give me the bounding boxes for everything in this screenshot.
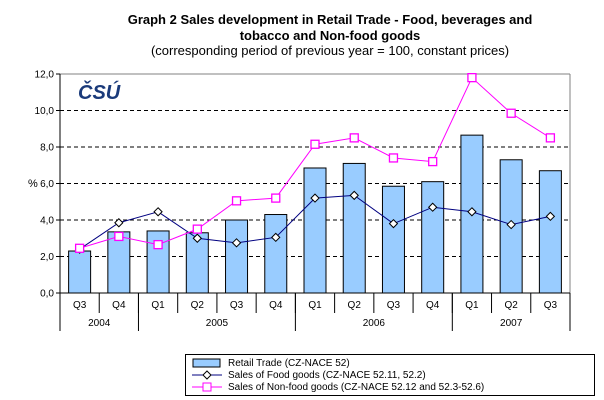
x-tick-label: Q2 [504,300,518,311]
x-tick-label: Q3 [387,300,401,311]
point-nonfood [428,156,438,167]
legend-label: Sales of Food goods (CZ-NACE 52.11, 52.2… [228,369,426,381]
x-tick-label: Q4 [426,300,440,311]
point-nonfood [388,153,399,163]
x-tick-label: Q1 [151,300,165,311]
chart-subtitle: (corresponding period of previous year =… [150,43,510,58]
point-food [192,233,203,243]
point-nonfood [74,243,85,253]
point-nonfood [467,73,477,83]
point-nonfood [114,231,124,242]
point-nonfood [271,193,281,203]
legend-item-nonfood: Sales of Non-food goods (CZ-NACE 52.12 a… [192,381,484,393]
y-tick-label: 4,0 [40,216,54,227]
legend-label: Sales of Non-food goods (CZ-NACE 52.12 a… [228,381,485,393]
point-food [467,207,477,217]
x-tick-label: Q2 [348,300,362,311]
legend-bar-swatch [192,358,221,368]
point-nonfood [231,196,242,206]
point-nonfood [545,133,556,143]
x-tick-label: Q4 [269,300,283,311]
point-food [231,238,242,248]
point-nonfood [153,239,163,250]
legend: Retail Trade (CZ-NACE 52) Sales of Food … [185,354,595,396]
point-food [310,193,320,203]
bar-retail-trade [303,167,327,294]
legend-item-food: Sales of Food goods (CZ-NACE 52.11, 52.2… [192,369,426,381]
point-food [114,218,124,228]
y-axis-label: % [28,178,38,190]
point-nonfood [349,133,359,143]
x-tick-label: Q2 [191,300,205,311]
x-tick-label: Q4 [112,300,126,311]
point-nonfood [310,139,320,149]
x-tick-label: Q1 [465,300,479,311]
year-label: 2006 [363,318,386,329]
year-label: 2004 [88,318,111,329]
point-food [271,232,281,243]
y-tick-label: 8,0 [40,143,54,154]
diamond-marker-icon [202,370,212,380]
bar-retail-trade [68,250,92,294]
x-tick-label: Q1 [308,300,322,311]
y-tick-label: 2,0 [40,252,54,263]
y-tick-label: 6,0 [40,179,54,190]
y-tick-label: 10,0 [35,106,55,117]
point-food [153,207,163,217]
x-tick-label: Q3 [230,300,244,311]
point-nonfood [192,224,202,234]
bar-retail-trade [538,170,562,294]
year-label: 2007 [500,318,523,329]
point-food [349,190,359,201]
point-food [506,219,516,230]
year-label: 2005 [206,318,229,329]
chart-title-line2: tobacco and Non-food goods [239,28,421,43]
legend-item-retail: Retail Trade (CZ-NACE 52) [192,357,350,369]
square-marker-icon [202,382,212,392]
x-tick-label: Q3 [73,300,87,311]
bar-retail-trade [381,185,405,294]
point-food [427,202,438,212]
legend-label: Retail Trade (CZ-NACE 52) [228,357,350,369]
y-tick-label: 0,0 [40,289,54,300]
bar-retail-trade [225,219,249,294]
chart-title-line1: Graph 2 Sales development in Retail Trad… [127,12,533,27]
point-food [545,211,556,222]
point-nonfood [506,108,516,118]
bar-retail-trade [342,162,366,294]
x-tick-label: Q3 [544,300,558,311]
bar-retail-trade [421,181,445,294]
point-food [388,218,399,229]
y-tick-label: 12,0 [35,70,55,81]
bar-retail-trade [264,214,288,294]
csu-logo: ČSÚ [78,80,121,104]
